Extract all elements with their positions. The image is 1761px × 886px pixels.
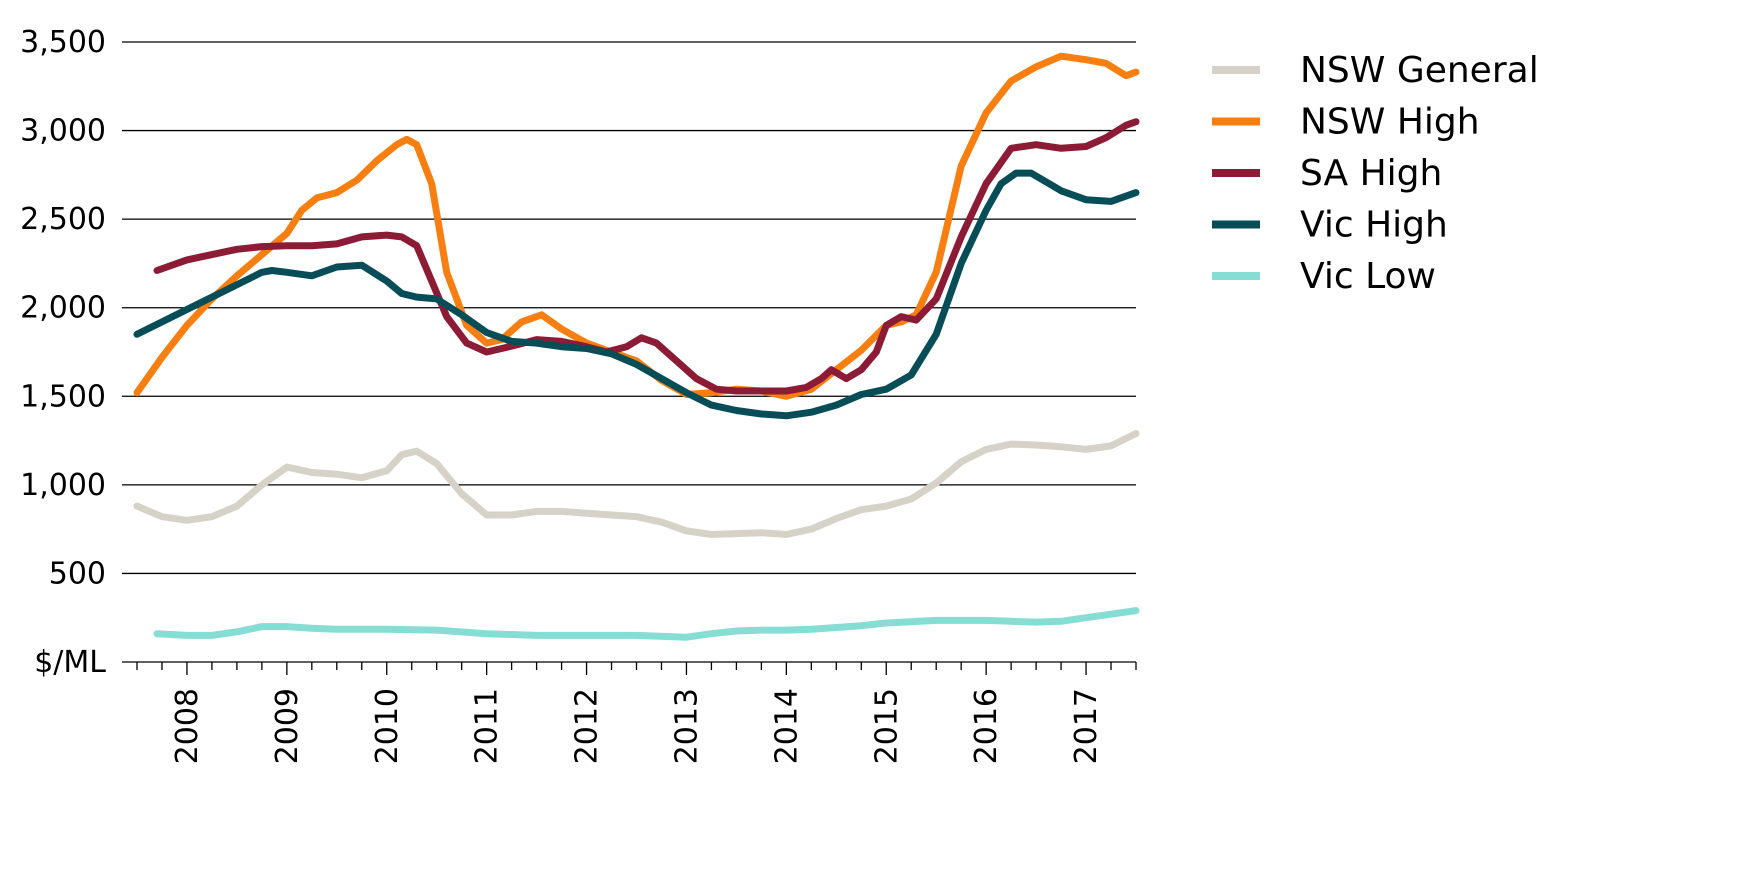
series-line-vic-high <box>133 169 1140 420</box>
y-tick-label: 1,500 <box>20 379 106 414</box>
y-tick-labels: 500 1,000 1,500 2,000 2,500 3,000 3,500 <box>20 25 106 591</box>
series-lines <box>133 52 1140 641</box>
legend-label-sa-high: SA High <box>1300 153 1442 194</box>
series-line-nsw-high <box>133 52 1140 400</box>
legend-label-nsw-general: NSW General <box>1300 50 1539 91</box>
x-tick-label: 2014 <box>769 688 804 764</box>
x-tick-label: 2010 <box>370 688 405 764</box>
x-tick-label: 2008 <box>170 688 205 764</box>
axes <box>122 661 1137 675</box>
series-line-sa-high <box>153 118 1140 395</box>
y-tick-label: 3,500 <box>20 25 106 60</box>
legend: NSW General NSW High SA High Vic High Vic Lo… <box>1212 50 1539 297</box>
y-tick-label: 3,000 <box>20 114 106 149</box>
x-tick-labels: 2008 2009 2010 2011 2012 2013 2014 2015 2016 2017 <box>170 688 1104 764</box>
y-tick-label: 2,500 <box>20 202 106 237</box>
legend-label-vic-high: Vic High <box>1300 205 1448 246</box>
x-tick-label: 2016 <box>969 688 1004 764</box>
x-tick-label: 2013 <box>669 688 704 764</box>
y-tick-label: 1,000 <box>20 468 106 503</box>
x-tick-label: 2012 <box>570 688 605 764</box>
y-tick-label: 2,000 <box>20 291 106 326</box>
series-line-nsw-general <box>133 430 1140 538</box>
x-tick-label: 2011 <box>470 688 505 764</box>
x-tick-label: 2009 <box>270 688 305 764</box>
gridlines <box>122 41 1136 575</box>
y-axis-label: $/ML <box>34 645 106 680</box>
legend-label-vic-low: Vic Low <box>1300 256 1436 297</box>
x-tick-label: 2015 <box>869 688 904 764</box>
y-tick-label: 500 <box>49 556 106 591</box>
legend-label-nsw-high: NSW High <box>1300 102 1480 143</box>
series-line-vic-low <box>153 607 1140 641</box>
x-tick-label: 2017 <box>1069 688 1104 764</box>
